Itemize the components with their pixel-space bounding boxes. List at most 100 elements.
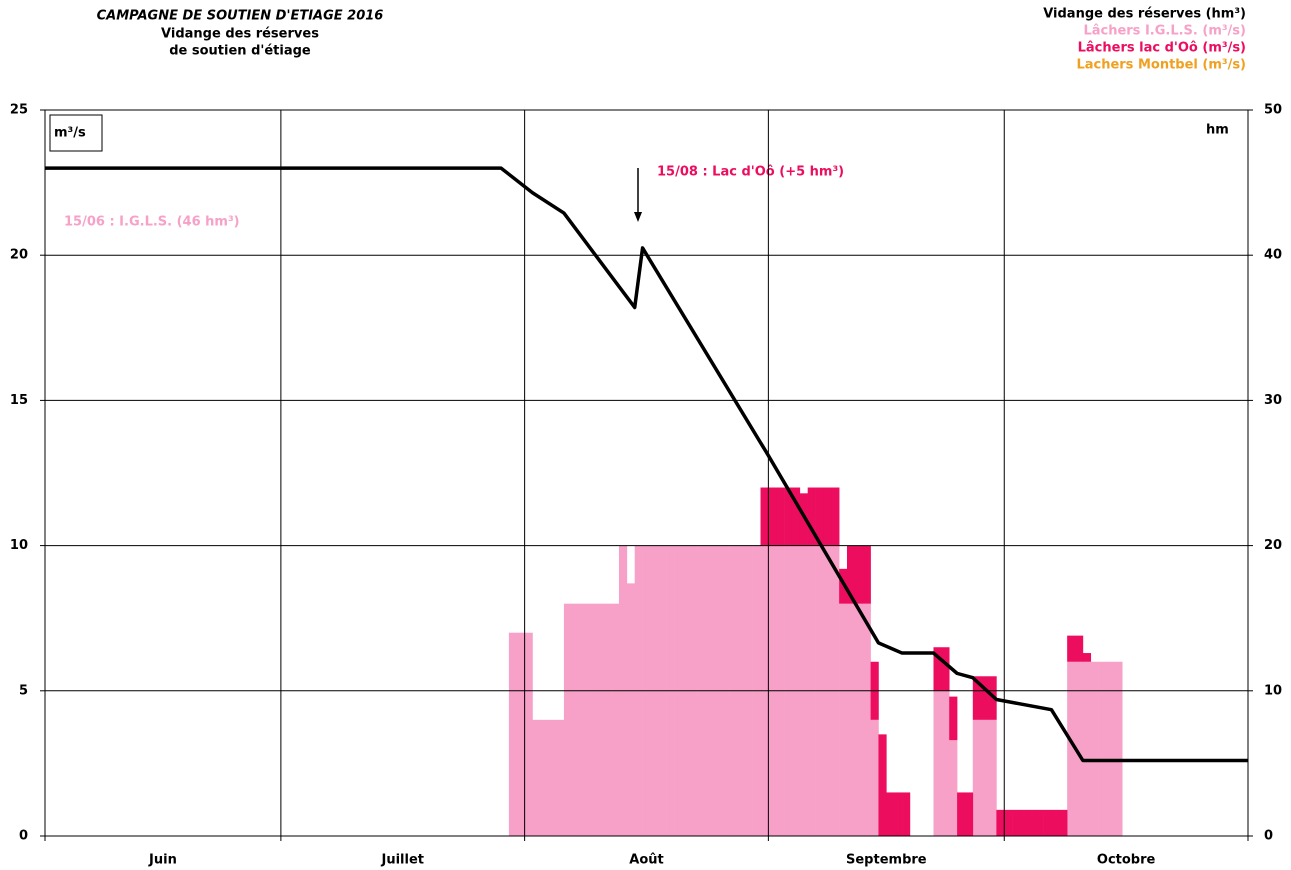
y-tick-label: 5 — [19, 683, 28, 698]
bar — [1067, 661, 1076, 836]
annotation: 15/08 : Lac d'Oô (+5 hm³) — [657, 165, 844, 180]
y-tick-label: 20 — [10, 248, 28, 263]
y-tick-label: 15 — [10, 393, 28, 408]
bar — [870, 719, 879, 836]
bar — [980, 719, 989, 836]
bar — [878, 734, 887, 836]
bar — [791, 487, 801, 546]
y2-tick-label: 30 — [1264, 393, 1282, 408]
y-axis-label: m³/s — [54, 126, 86, 141]
x-tick-label: Août — [629, 853, 663, 868]
bar — [933, 647, 942, 691]
bar — [902, 792, 911, 836]
bar — [1075, 635, 1084, 662]
y2-tick-label: 40 — [1264, 248, 1282, 263]
bar — [1051, 809, 1060, 836]
chart-subtitle: de soutien d'étiage — [169, 44, 311, 59]
bar — [1075, 661, 1084, 836]
legend-entry: Lâchers I.G.L.S. (m³/s) — [1083, 24, 1246, 39]
bar — [556, 719, 565, 836]
annotation: 15/06 : I.G.L.S. (46 hm³) — [64, 215, 240, 230]
bar — [760, 487, 769, 546]
bar — [894, 792, 903, 836]
arrow-head — [634, 212, 642, 222]
bar — [768, 487, 777, 546]
bar — [776, 487, 785, 546]
bar — [933, 690, 942, 836]
bar — [1012, 809, 1021, 836]
bar — [603, 603, 612, 836]
legend-entry: Vidange des réserves (hm³) — [1043, 7, 1246, 22]
bar — [1035, 809, 1044, 836]
bar — [823, 487, 832, 546]
y2-tick-label: 20 — [1264, 538, 1282, 553]
bar — [1043, 809, 1052, 836]
bar — [563, 603, 573, 836]
y2-tick-label: 10 — [1264, 683, 1282, 698]
bar — [988, 719, 997, 836]
bar — [862, 603, 871, 836]
bar — [1090, 661, 1099, 836]
bar — [540, 719, 549, 836]
y2-tick-label: 0 — [1264, 829, 1273, 844]
bar — [964, 792, 974, 836]
y-tick-label: 25 — [10, 103, 28, 118]
bar — [516, 632, 525, 836]
x-tick-label: Septembre — [846, 853, 927, 868]
bar — [1027, 809, 1037, 836]
bar — [595, 603, 604, 836]
bar — [831, 487, 840, 546]
x-tick-label: Juillet — [381, 853, 425, 868]
bar — [847, 603, 856, 836]
bar — [532, 719, 541, 836]
legend-entry: Lâchers lac d'Oô (m³/s) — [1078, 41, 1246, 56]
bar — [957, 792, 966, 836]
bar — [941, 647, 950, 691]
line — [45, 166, 1248, 763]
y-tick-label: 10 — [10, 538, 28, 553]
bar — [807, 487, 816, 546]
bar — [579, 603, 588, 836]
bar — [548, 719, 557, 836]
bar — [854, 545, 864, 604]
bar — [949, 740, 958, 836]
bar — [626, 583, 636, 836]
bar — [886, 792, 895, 836]
y-tick-label: 0 — [19, 829, 28, 844]
bar — [1004, 809, 1013, 836]
x-tick-label: Octobre — [1097, 853, 1156, 868]
bar — [1106, 661, 1115, 836]
bar — [847, 545, 856, 604]
bar — [972, 719, 981, 836]
bar — [784, 487, 793, 546]
y2-tick-label: 50 — [1264, 103, 1282, 118]
bar — [1098, 661, 1107, 836]
bar — [611, 603, 620, 836]
bar — [1067, 635, 1076, 662]
bar — [571, 603, 580, 836]
legend-entry: Lachers Montbel (m³/s) — [1076, 58, 1246, 73]
bar — [815, 487, 824, 546]
unit-box — [49, 114, 103, 152]
bar — [1082, 653, 1092, 662]
bar — [1059, 809, 1068, 836]
bar — [862, 545, 871, 604]
bar — [508, 632, 518, 836]
x-tick-label: Juin — [148, 853, 177, 868]
bar — [1082, 661, 1092, 836]
bar — [839, 603, 848, 836]
bar — [949, 696, 958, 741]
bar — [972, 676, 981, 720]
y2-axis-label: hm — [1206, 123, 1229, 138]
bar — [980, 676, 989, 720]
chart-title: CAMPAGNE DE SOUTIEN D'ETIAGE 2016 — [97, 9, 384, 24]
bar — [524, 632, 533, 836]
chart-subtitle: Vidange des réserves — [161, 27, 319, 42]
bar — [587, 603, 596, 836]
bar — [941, 690, 950, 836]
bar — [1114, 661, 1123, 836]
bar — [854, 603, 864, 836]
bar — [996, 809, 1005, 836]
bar — [1019, 809, 1029, 836]
